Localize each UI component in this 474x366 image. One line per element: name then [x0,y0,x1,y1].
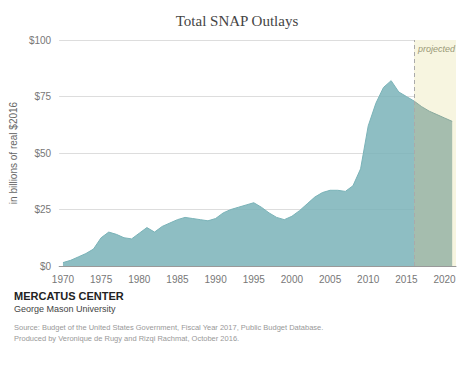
svg-text:1985: 1985 [166,274,189,285]
svg-text:1995: 1995 [243,274,266,285]
svg-text:1975: 1975 [90,274,113,285]
svg-text:2005: 2005 [319,274,342,285]
svg-text:$75: $75 [34,91,51,102]
svg-text:2015: 2015 [395,274,418,285]
svg-text:in billions of real $2016: in billions of real $2016 [8,101,19,204]
svg-text:Produced by Veronique de Rugy: Produced by Veronique de Rugy and Rizqi … [14,334,239,343]
svg-text:$100: $100 [29,35,52,46]
svg-text:Source: Budget of the United S: Source: Budget of the United States Gove… [14,323,323,332]
svg-text:George Mason University: George Mason University [14,304,116,314]
svg-text:1970: 1970 [52,274,75,285]
svg-text:$25: $25 [34,204,51,215]
svg-text:1990: 1990 [204,274,227,285]
svg-text:MERCATUS CENTER: MERCATUS CENTER [14,290,124,302]
svg-text:$50: $50 [34,148,51,159]
svg-text:$0: $0 [40,261,52,272]
svg-text:2000: 2000 [281,274,304,285]
svg-text:projected: projected [417,44,456,54]
svg-text:2010: 2010 [357,274,380,285]
svg-text:1980: 1980 [128,274,151,285]
svg-text:Total SNAP Outlays: Total SNAP Outlays [176,13,299,29]
svg-text:2020: 2020 [433,274,456,285]
